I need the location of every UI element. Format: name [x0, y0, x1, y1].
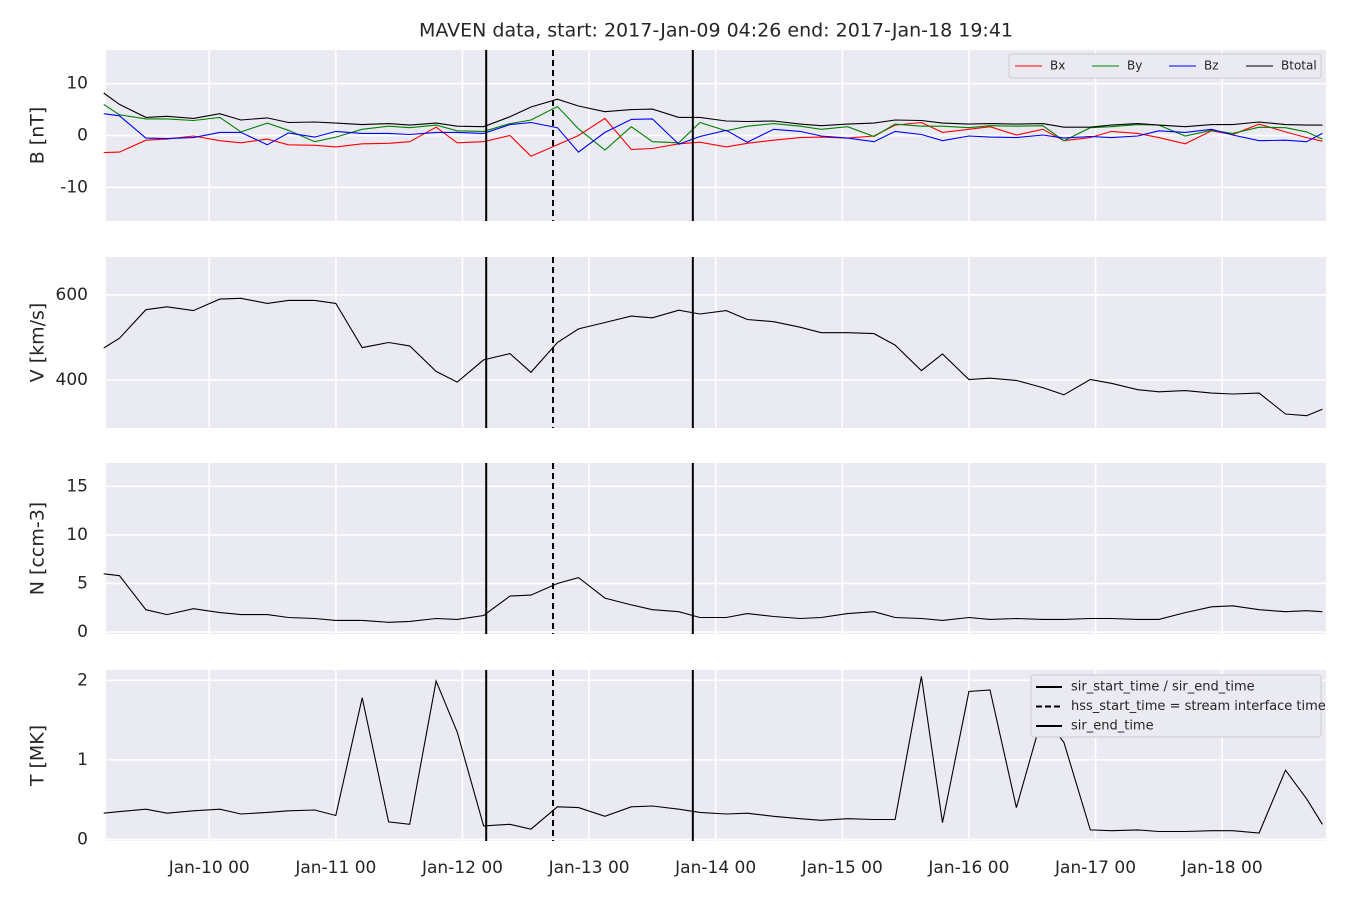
- y-tick-label: 0: [77, 126, 88, 146]
- x-tick-label: Jan-11 00: [294, 858, 376, 878]
- data-line: [103, 103, 1323, 151]
- x-tick-label: Jan-14 00: [674, 858, 756, 878]
- y-tick-label: 5: [77, 573, 88, 593]
- y-tick-label: 2: [77, 670, 88, 690]
- x-tick-label: Jan-17 00: [1054, 858, 1136, 878]
- panel: Jan-10 00 Jan-11 00 Jan-12 00 Jan-13 00 Jan-…: [27, 670, 1326, 878]
- y-axis-label: T [MK]: [27, 725, 49, 787]
- y-tick-label: 10: [66, 74, 88, 94]
- y-tick-label: -10: [60, 177, 88, 197]
- panel: 0 5 10 15 N [ccm-3]: [27, 463, 1326, 642]
- legend-box: [1030, 674, 1322, 738]
- data-line: [103, 117, 1323, 157]
- panel: -10 0 10 B [nT] Bx By Bz Btotal: [27, 50, 1326, 221]
- x-tick-label: Jan-10 00: [168, 858, 250, 878]
- y-tick-label: 600: [56, 285, 88, 305]
- data-line: [103, 113, 1323, 153]
- legend-box: [1008, 53, 1322, 79]
- legend-label: Bx: [1050, 59, 1065, 73]
- legend-label: sir_start_time / sir_end_time: [1071, 680, 1255, 695]
- figure-title: MAVEN data, start: 2017-Jan-09 04:26 end…: [419, 20, 1013, 42]
- x-tick-label: Jan-12 00: [421, 858, 503, 878]
- y-tick-label: 0: [77, 622, 88, 642]
- panel: 400 600 V [km/s]: [27, 257, 1326, 428]
- data-line: [103, 297, 1323, 417]
- x-tick-label: Jan-15 00: [801, 858, 883, 878]
- legend-label: Btotal: [1281, 59, 1317, 73]
- x-tick-label: Jan-16 00: [927, 858, 1009, 878]
- legend-label: By: [1127, 59, 1142, 73]
- y-tick-label: 10: [66, 525, 88, 545]
- legend-label: Bz: [1204, 59, 1219, 73]
- legend-label: sir_end_time: [1071, 719, 1154, 734]
- y-axis-label: V [km/s]: [27, 303, 49, 383]
- y-tick-label: 0: [77, 829, 88, 849]
- x-tick-label: Jan-13 00: [548, 858, 630, 878]
- legend-label: hss_start_time = stream interface time: [1071, 699, 1326, 714]
- y-axis-label: N [ccm-3]: [27, 502, 49, 595]
- data-line: [103, 92, 1323, 128]
- x-tick-label: Jan-18 00: [1181, 858, 1263, 878]
- y-tick-label: 400: [56, 370, 88, 390]
- y-axis-label: B [nT]: [27, 107, 49, 165]
- data-line: [103, 676, 1323, 834]
- y-tick-label: 15: [66, 476, 88, 496]
- y-tick-label: 1: [77, 750, 88, 770]
- data-line: [103, 573, 1323, 623]
